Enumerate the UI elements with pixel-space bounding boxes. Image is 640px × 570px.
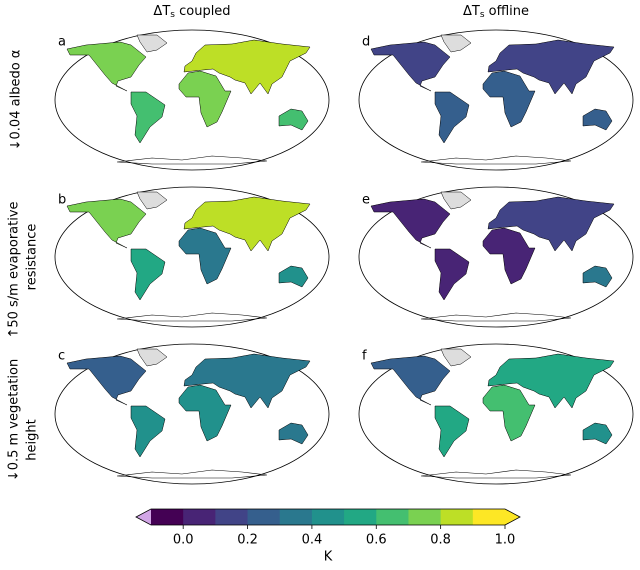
map-panel	[358, 186, 634, 328]
map-panel	[358, 343, 634, 485]
colorbar-tick-label: 0.4	[302, 533, 323, 548]
colorbar-over	[505, 509, 520, 525]
map-panel	[54, 186, 330, 328]
column-title: ΔTs coupled	[153, 4, 230, 20]
colorbar: 0.0 0.2 0.4 0.6 0.8 1.0 K	[135, 508, 521, 565]
colorbar-tick-label: 0.8	[430, 533, 451, 548]
row-label: height	[25, 419, 40, 460]
colorbar-label: K	[324, 550, 333, 565]
panel-letter: e	[362, 193, 370, 208]
panel-letter: d	[362, 35, 370, 50]
map-panel	[54, 343, 330, 485]
colorbar-bin	[183, 509, 216, 525]
colorbar-bin	[215, 509, 249, 525]
column-title: ΔTs offline	[463, 4, 529, 20]
map-panel	[358, 29, 634, 171]
colorbar-tick-label: 0.6	[366, 533, 387, 548]
colorbar-tick-label: 0.0	[173, 533, 194, 548]
row-label: ↑50 s/m evaporative	[7, 201, 22, 338]
colorbar-bin	[376, 509, 409, 525]
row-label: ↓0.5 m vegetation	[7, 359, 22, 481]
colorbar-bin	[408, 509, 442, 525]
panel-letter: a	[58, 35, 66, 50]
colorbar-bin	[247, 509, 281, 525]
colorbar-bin	[311, 509, 345, 525]
colorbar-tick-label: 0.2	[237, 533, 258, 548]
panel-letter: f	[362, 349, 367, 364]
colorbar-under	[136, 509, 151, 525]
row-label: resistance	[25, 224, 40, 291]
colorbar-bin	[344, 509, 377, 525]
colorbar-tick-label: 1.0	[495, 533, 516, 548]
colorbar-bin	[279, 509, 313, 525]
colorbar-bin	[151, 509, 184, 525]
panel-letter: b	[58, 193, 66, 208]
row-label: ↓0.04 albedo α	[9, 50, 24, 151]
panel-letter: c	[58, 349, 65, 364]
colorbar-bin	[440, 509, 474, 525]
colorbar-bin	[472, 509, 506, 525]
map-panel	[54, 29, 330, 171]
